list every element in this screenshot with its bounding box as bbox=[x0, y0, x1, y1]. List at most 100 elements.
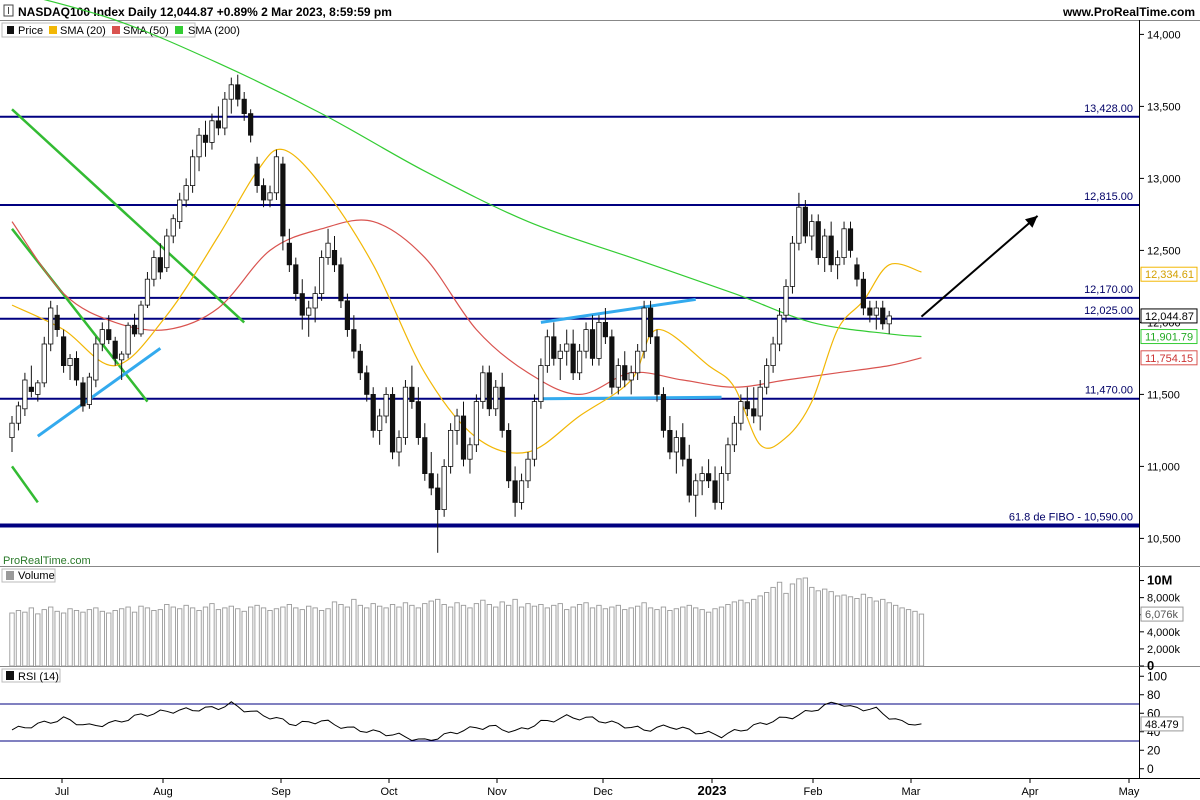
volume-bar bbox=[286, 604, 292, 667]
candle-body bbox=[615, 365, 621, 388]
volume-bar bbox=[705, 611, 712, 667]
volume-bar bbox=[783, 592, 789, 667]
candle-body bbox=[628, 372, 634, 381]
candle-body bbox=[873, 307, 879, 316]
candle-body bbox=[22, 379, 28, 410]
candle-body bbox=[531, 401, 538, 460]
candle-body bbox=[389, 393, 396, 453]
candle-body bbox=[518, 480, 525, 503]
candle-body bbox=[467, 444, 473, 460]
volume-bar bbox=[660, 606, 667, 667]
candle-body bbox=[428, 473, 434, 489]
candle-body bbox=[164, 235, 170, 269]
volume-bar bbox=[712, 608, 718, 667]
volume-bar bbox=[873, 600, 879, 667]
last-sma50-label-box bbox=[1140, 350, 1198, 366]
price-tick-label: 14,000 bbox=[1147, 29, 1181, 41]
volume-legend-swatch bbox=[6, 571, 14, 580]
volume-bar bbox=[518, 606, 525, 667]
candle-body bbox=[35, 382, 41, 395]
last-value-labels: 12,044.87 12,334.61 11,901.79 11,754.15 bbox=[1140, 266, 1198, 366]
trendline bbox=[540, 395, 722, 401]
candle-body bbox=[551, 336, 557, 359]
level-label: 12,170.00 bbox=[1084, 284, 1133, 296]
volume-bar bbox=[118, 608, 125, 667]
volume-bar bbox=[570, 606, 576, 667]
candle-body bbox=[93, 343, 99, 381]
candle-body bbox=[738, 401, 744, 424]
candle-body bbox=[312, 293, 318, 309]
volume-bar bbox=[299, 609, 305, 667]
volume-bar bbox=[247, 606, 254, 667]
volume-bar bbox=[912, 610, 918, 667]
volume-bar bbox=[841, 594, 847, 667]
volume-bar bbox=[738, 599, 744, 667]
candle-body bbox=[80, 382, 86, 407]
trendlines bbox=[10, 108, 722, 504]
volume-bar bbox=[680, 606, 686, 667]
legend-sma20: SMA (20) bbox=[60, 25, 106, 37]
volume-bar bbox=[583, 602, 589, 667]
month-label: Aug bbox=[153, 786, 173, 798]
volume-bar bbox=[312, 607, 318, 667]
sma20-line bbox=[11, 148, 922, 454]
candle-body bbox=[835, 257, 841, 266]
time-axis: Jul Aug Sep Oct Nov Dec 2023 Feb Mar Apr May bbox=[55, 778, 1140, 798]
month-label: Oct bbox=[380, 786, 397, 798]
volume-bar bbox=[15, 610, 22, 667]
volume-bar bbox=[396, 606, 402, 667]
month-label: 2023 bbox=[698, 783, 727, 798]
volume-last-box bbox=[1140, 606, 1184, 622]
candle-body bbox=[809, 221, 815, 237]
candle-body bbox=[499, 386, 505, 431]
candle-body bbox=[764, 365, 770, 388]
legend-sma50: SMA (50) bbox=[123, 25, 169, 37]
candle-body bbox=[409, 386, 415, 403]
candle-body bbox=[415, 401, 421, 439]
volume-bar bbox=[647, 607, 654, 667]
candle-body bbox=[28, 386, 34, 392]
watermark: ProRealTime.com bbox=[3, 555, 91, 567]
candle-body bbox=[867, 307, 873, 316]
last-sma200-label: 11,901.79 bbox=[1145, 332, 1193, 344]
candle-body bbox=[9, 422, 15, 439]
candle-body bbox=[622, 365, 628, 381]
volume-bar bbox=[744, 602, 750, 667]
header: NASDAQ100 Index Daily 12,044.87 +0.89% 2… bbox=[3, 4, 1195, 19]
candle-body bbox=[744, 401, 750, 410]
last-sma20-label: 12,334.61 bbox=[1145, 269, 1194, 281]
trendline bbox=[540, 297, 696, 324]
candle-body bbox=[815, 221, 821, 259]
candle-body bbox=[228, 84, 234, 100]
volume-bar bbox=[9, 612, 15, 667]
last-sma50-label: 11,754.15 bbox=[1145, 353, 1193, 365]
legend-sma20-swatch bbox=[49, 26, 57, 34]
volume-bar bbox=[35, 613, 41, 667]
price-tick-label: 13,500 bbox=[1147, 101, 1181, 113]
candle-body bbox=[641, 307, 647, 352]
candle-body bbox=[273, 156, 280, 194]
volume-bar bbox=[241, 610, 247, 667]
candle-body bbox=[196, 134, 202, 158]
volume-bar bbox=[254, 604, 260, 667]
candle-body bbox=[344, 300, 351, 330]
volume-bar bbox=[383, 607, 389, 667]
volume-bar bbox=[351, 598, 357, 667]
volume-bar bbox=[202, 606, 209, 667]
volume-bar bbox=[828, 591, 834, 667]
volume-bar bbox=[602, 608, 609, 667]
level-label: 12,025.00 bbox=[1084, 305, 1133, 317]
candle-body bbox=[157, 257, 163, 273]
candle-body bbox=[67, 357, 73, 366]
volume-bar bbox=[112, 610, 118, 667]
candle-body bbox=[299, 293, 305, 316]
volume-bar bbox=[460, 604, 467, 667]
volume-bar bbox=[847, 596, 854, 667]
volume-bar bbox=[880, 598, 886, 667]
volume-bar bbox=[654, 609, 660, 667]
candle-body bbox=[680, 437, 686, 460]
chart-title: NASDAQ100 Index Daily 12,044.87 +0.89% 2… bbox=[18, 5, 392, 19]
month-label: Sep bbox=[271, 786, 291, 798]
